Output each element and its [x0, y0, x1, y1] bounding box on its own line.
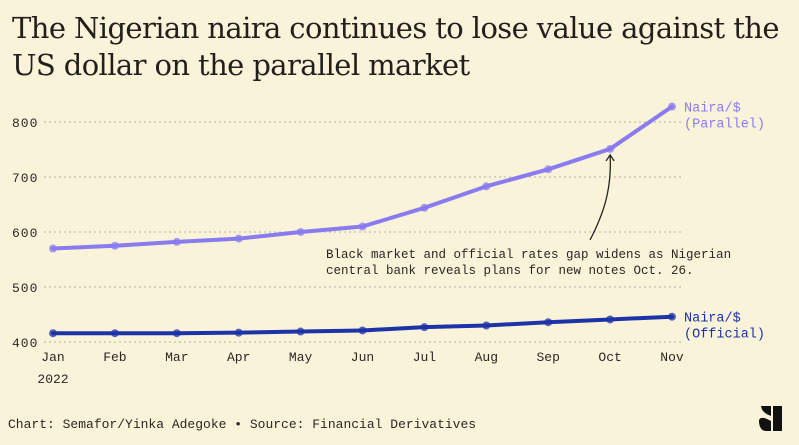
y-tick-label: 700 — [12, 171, 38, 186]
data-point — [234, 328, 243, 337]
gridlines — [44, 121, 683, 343]
y-tick-label: 500 — [12, 281, 38, 296]
annotation-arrow — [589, 154, 611, 241]
source-credit: Chart: Semafor/Yinka Adegoke • Source: F… — [8, 417, 477, 432]
data-point — [482, 182, 491, 191]
x-year-label: 2022 — [37, 372, 68, 387]
data-point — [482, 321, 491, 330]
x-tick-label: Aug — [475, 350, 498, 365]
y-axis-ticks: 400 500 600 700 800 — [12, 116, 38, 351]
data-point — [234, 234, 243, 243]
annotation-text: Black market and official rates gap wide… — [326, 248, 731, 262]
chart-title: The Nigerian naira continues to lose val… — [12, 11, 780, 82]
data-point — [172, 237, 181, 246]
data-point — [110, 329, 119, 338]
x-tick-label: Sep — [536, 350, 559, 365]
data-point — [420, 203, 429, 212]
series-label: (Parallel) — [684, 118, 765, 133]
annotation-arrowhead — [605, 153, 615, 162]
x-tick-label: Oct — [598, 350, 621, 365]
data-point — [668, 312, 676, 321]
x-axis-ticks: Jan Feb Mar Apr May Jun Jul Aug Sep Oct Nov 2022 — [37, 350, 684, 387]
x-tick-label: Jul — [413, 350, 437, 365]
x-tick-label: May — [289, 350, 313, 365]
semafor-logo-icon — [759, 406, 782, 431]
series-label: Naira/$ — [684, 102, 741, 117]
x-tick-label: Mar — [165, 350, 188, 365]
data-point — [606, 315, 615, 324]
data-point — [358, 222, 367, 231]
x-tick-label: Jan — [41, 350, 64, 365]
data-point — [420, 323, 429, 332]
x-tick-label: Jun — [351, 350, 374, 365]
data-point — [296, 327, 305, 336]
x-tick-label: Nov — [660, 350, 684, 365]
data-point — [544, 165, 553, 174]
series-group — [49, 102, 676, 338]
data-point — [172, 329, 181, 338]
series-label: Naira/$ — [684, 312, 741, 327]
data-point — [49, 244, 57, 253]
annotation-text: central bank reveals plans for new notes… — [326, 264, 694, 278]
data-point — [358, 326, 367, 335]
y-tick-label: 800 — [12, 116, 38, 131]
y-tick-label: 400 — [12, 336, 38, 351]
data-point — [49, 329, 57, 338]
y-tick-label: 600 — [12, 226, 38, 241]
data-point — [668, 102, 676, 111]
data-point — [606, 144, 615, 153]
series-label: (Official) — [684, 328, 765, 343]
series-labels: Naira/$(Parallel)Naira/$(Official) — [684, 102, 765, 343]
data-point — [544, 318, 553, 327]
data-point — [110, 241, 119, 250]
x-tick-label: Apr — [227, 350, 250, 365]
data-point — [296, 228, 305, 236]
annotation-group: Black market and official rates gap wide… — [326, 153, 731, 278]
x-tick-label: Feb — [103, 350, 126, 365]
